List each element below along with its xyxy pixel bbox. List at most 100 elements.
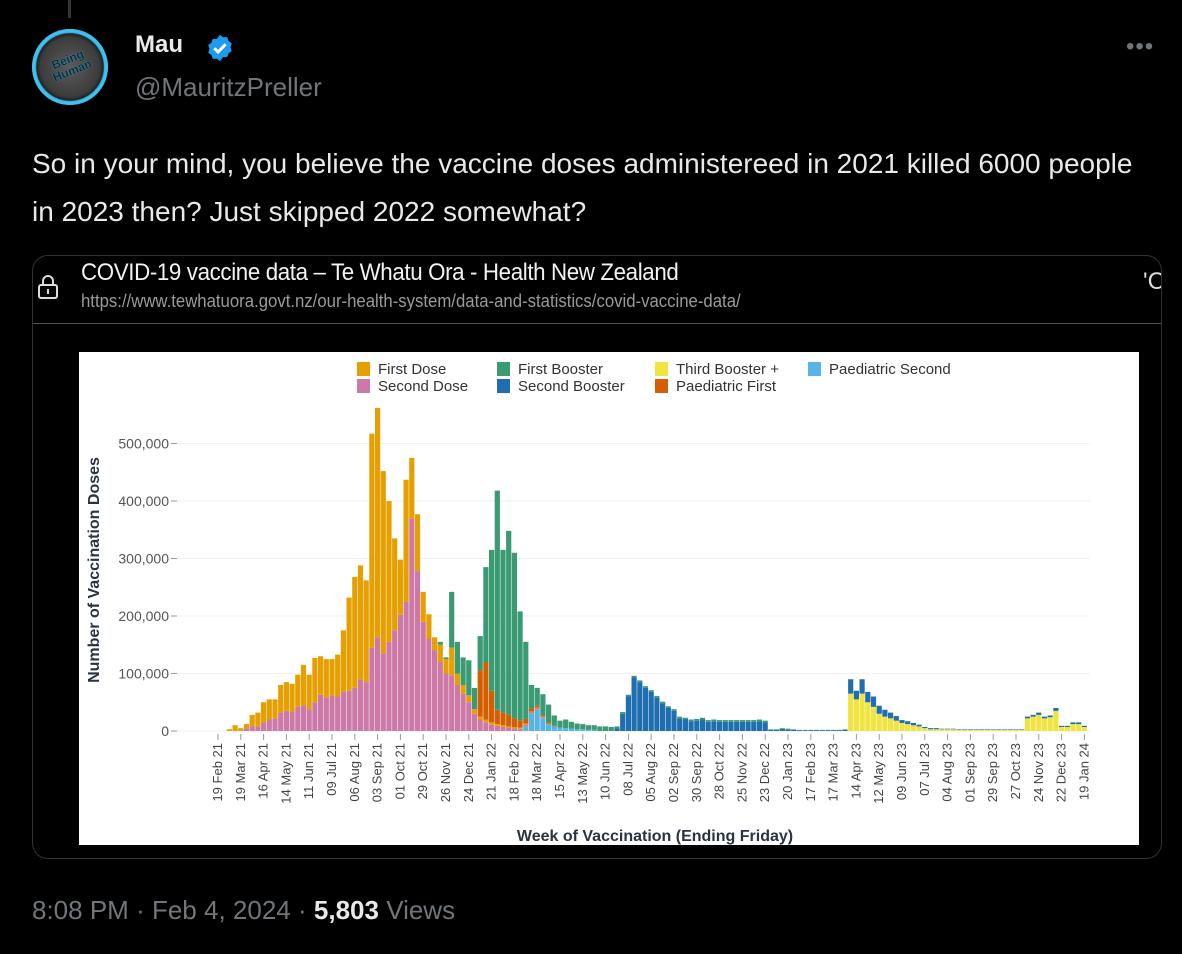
more-options-icon[interactable]: ••• xyxy=(1126,33,1155,60)
bar-third-booster xyxy=(882,716,888,731)
bar-second-booster xyxy=(745,721,751,731)
separator: · xyxy=(136,895,145,925)
bar-paed-first xyxy=(534,705,540,708)
bar-third-booster xyxy=(979,729,985,731)
legend-label: Second Dose xyxy=(378,378,468,395)
bar-second-booster xyxy=(1070,722,1076,725)
bar-paed-first xyxy=(546,722,552,724)
bar-second-booster xyxy=(853,690,859,700)
legend-label: Paediatric Second xyxy=(829,361,951,378)
bar-first-booster xyxy=(722,720,728,722)
views-count: 5,803 xyxy=(313,895,379,925)
link-card[interactable]: COVID-19 vaccine data – Te Whatu Ora - H… xyxy=(32,255,1162,859)
bar-second-dose xyxy=(517,728,523,731)
bar-first-booster xyxy=(528,685,535,709)
bar-first-dose xyxy=(511,726,517,729)
card-url[interactable]: https://www.tewhatuora.govt.nz/our-healt… xyxy=(81,291,741,311)
bar-first-dose xyxy=(494,724,500,726)
bar-third-booster xyxy=(899,722,905,731)
x-tick-label: 03 Sep 21 xyxy=(370,743,385,802)
bar-third-booster xyxy=(853,699,859,731)
bar-first-booster xyxy=(831,729,837,731)
bar-first-dose xyxy=(329,659,335,696)
bar-first-dose xyxy=(426,614,432,639)
bar-first-dose xyxy=(420,591,426,622)
bar-second-dose xyxy=(306,709,312,731)
bar-second-booster xyxy=(739,721,745,731)
bar-second-dose xyxy=(397,614,403,731)
bar-second-booster xyxy=(722,721,728,731)
bar-second-booster xyxy=(819,730,825,731)
bar-first-booster xyxy=(660,701,666,704)
bar-second-dose xyxy=(420,621,426,731)
x-tick-label: 26 Nov 21 xyxy=(438,743,453,802)
author-name[interactable]: Mau xyxy=(135,31,183,58)
bar-third-booster xyxy=(916,726,922,731)
bar-first-booster xyxy=(437,641,443,645)
legend-swatch-paed-second xyxy=(808,362,821,376)
bar-third-booster xyxy=(1030,716,1036,731)
x-tick-label: 04 Aug 23 xyxy=(940,743,955,802)
bar-third-booster xyxy=(922,728,928,731)
bar-second-booster xyxy=(791,729,797,731)
author-handle[interactable]: @MauritzPreller xyxy=(135,72,322,102)
x-tick-label: 29 Sep 23 xyxy=(985,743,1000,802)
bar-first-dose xyxy=(340,630,346,692)
x-tick-label: 01 Oct 21 xyxy=(392,743,407,799)
separator: · xyxy=(297,895,307,925)
bar-second-booster xyxy=(910,722,916,726)
bar-first-dose xyxy=(534,707,540,708)
vaccination-chart: 0 100,000 200,000 300,000 400,000 500,000 19 F… xyxy=(79,352,1139,845)
bar-first-dose xyxy=(278,685,284,713)
bar-first-booster xyxy=(825,729,831,731)
bar-first-booster xyxy=(808,729,814,731)
bar-second-booster xyxy=(956,729,962,730)
bar-first-dose xyxy=(346,597,352,691)
bar-paed-second xyxy=(551,726,557,731)
bar-first-booster xyxy=(608,726,614,731)
bar-paed-first xyxy=(477,670,483,717)
bar-second-dose xyxy=(289,712,295,731)
y-tick-label: 200,000 xyxy=(118,608,169,624)
bar-second-dose xyxy=(386,641,392,731)
bar-first-dose xyxy=(489,722,495,725)
bar-first-dose xyxy=(540,716,546,718)
legend-label: First Booster xyxy=(518,361,603,378)
bar-second-booster xyxy=(728,721,734,731)
author-avatar[interactable]: Being Human xyxy=(32,29,108,105)
bar-first-dose xyxy=(432,637,438,651)
bar-first-booster xyxy=(631,675,637,678)
bar-first-dose xyxy=(261,702,267,723)
bar-second-booster xyxy=(996,729,1002,730)
bar-first-dose xyxy=(523,723,529,725)
bar-first-booster xyxy=(671,709,677,711)
bar-third-booster xyxy=(962,729,968,731)
tweet-date[interactable]: Feb 4, 2024 xyxy=(151,895,291,925)
bar-second-dose xyxy=(261,722,267,731)
card-title[interactable]: COVID-19 vaccine data – Te Whatu Ora - H… xyxy=(81,259,679,286)
bar-second-booster xyxy=(665,708,671,731)
x-tick-label: 24 Dec 21 xyxy=(461,743,476,802)
bar-third-booster xyxy=(870,706,877,731)
y-axis-title: Number of Vaccination Doses xyxy=(86,457,103,683)
bar-second-booster xyxy=(1030,714,1036,717)
tweet-time[interactable]: 8:08 PM xyxy=(32,895,129,925)
bar-first-booster xyxy=(802,729,808,731)
bar-second-booster xyxy=(973,729,979,730)
bar-second-dose xyxy=(426,639,432,731)
bar-first-dose xyxy=(323,659,329,698)
bar-second-booster xyxy=(933,728,939,730)
bar-second-booster xyxy=(1059,725,1065,727)
bar-first-booster xyxy=(796,729,802,731)
bar-second-booster xyxy=(916,724,922,727)
bar-second-booster xyxy=(785,729,791,731)
bar-first-booster xyxy=(665,706,671,708)
bar-first-dose xyxy=(255,712,261,727)
bar-first-booster xyxy=(717,720,723,722)
bar-second-dose xyxy=(363,682,369,731)
bar-third-booster xyxy=(865,702,871,731)
bar-first-dose xyxy=(312,657,318,703)
bar-second-dose xyxy=(494,725,500,731)
bar-second-dose xyxy=(511,728,517,731)
bar-second-dose xyxy=(534,708,540,710)
